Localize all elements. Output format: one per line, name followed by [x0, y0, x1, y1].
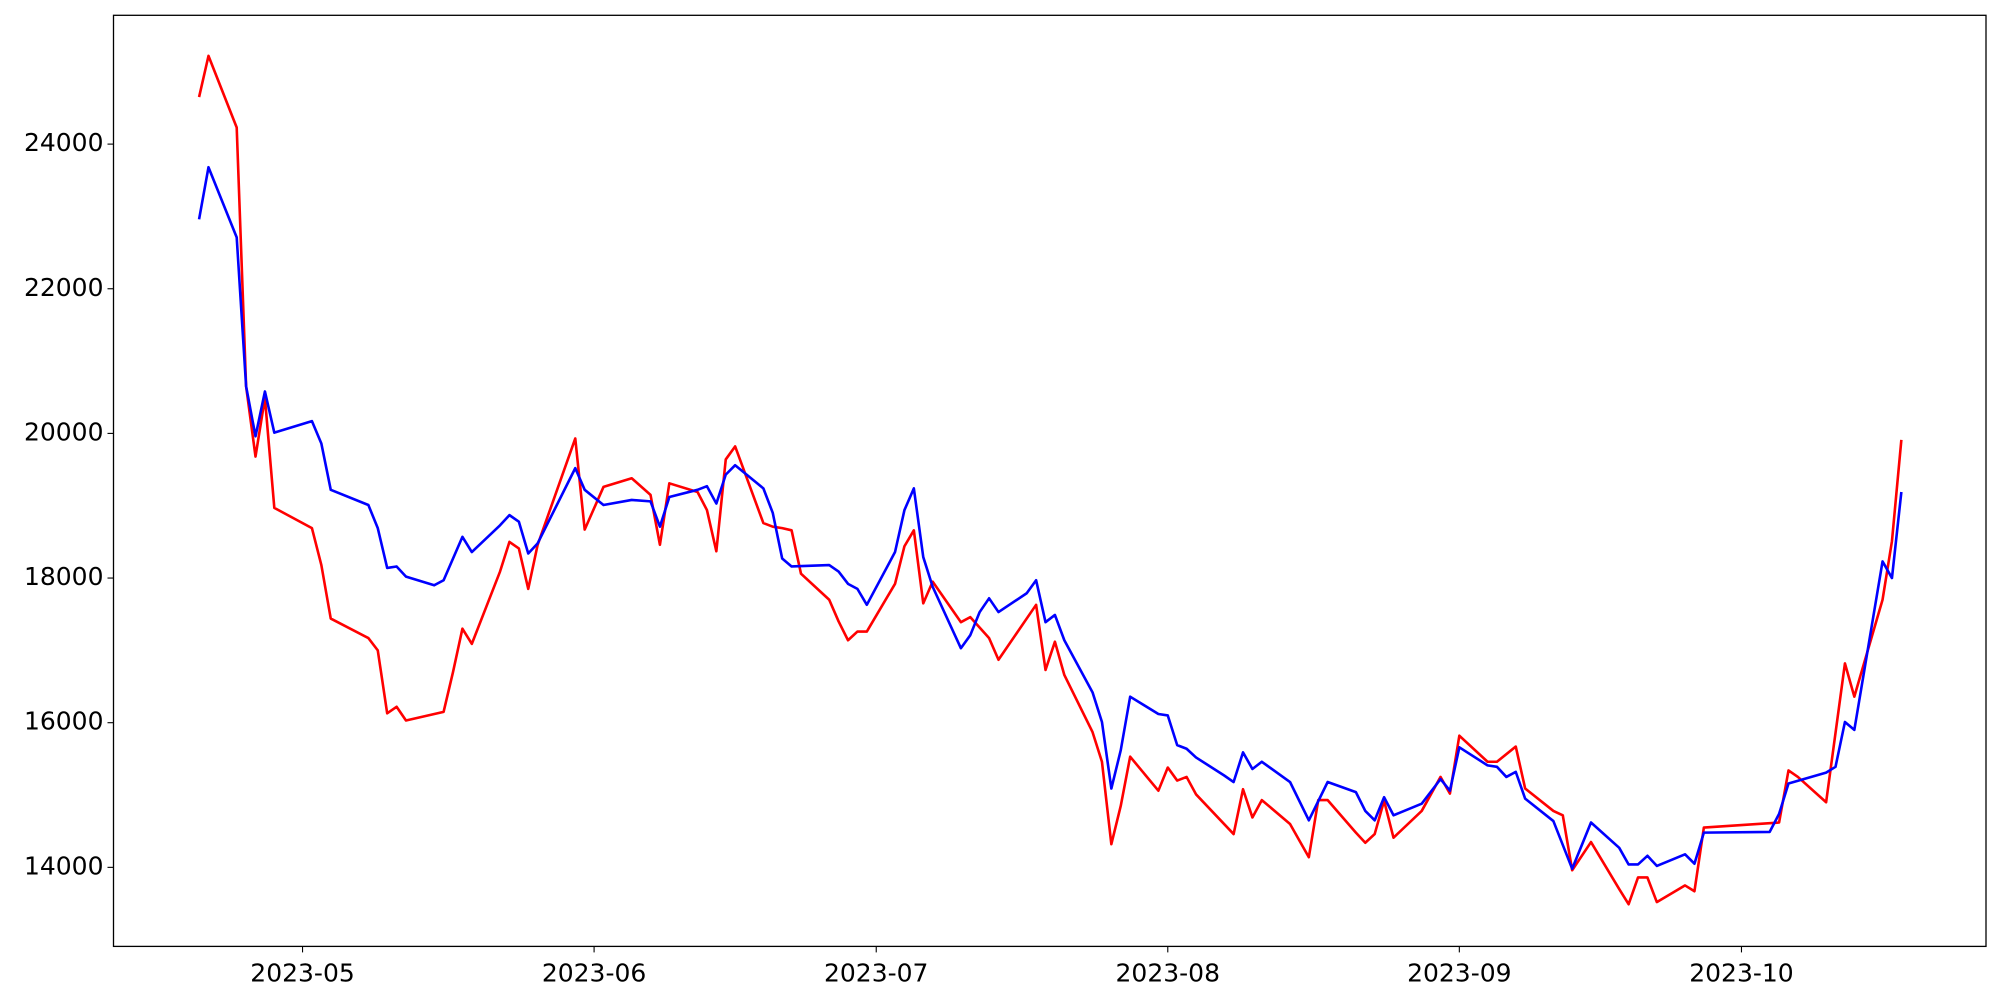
x-tick-label: 2023-08: [1116, 958, 1220, 987]
y-tick-label: 16000: [24, 707, 104, 736]
x-tick-label: 2023-07: [824, 958, 928, 987]
y-tick-label: 22000: [24, 273, 104, 302]
x-tick-label: 2023-09: [1407, 958, 1511, 987]
x-tick-label: 2023-06: [542, 958, 646, 987]
y-tick-label: 18000: [24, 562, 104, 591]
line-series: [197, 54, 1903, 906]
y-tick-label: 20000: [24, 417, 104, 446]
x-tick-label: 2023-10: [1689, 958, 1793, 987]
y-tick-label: 14000: [24, 851, 104, 880]
x-tick-label: 2023-05: [250, 958, 354, 987]
y-tick-label: 24000: [24, 128, 104, 157]
axes-frame: [112, 14, 1987, 948]
line-series: [197, 165, 1903, 871]
